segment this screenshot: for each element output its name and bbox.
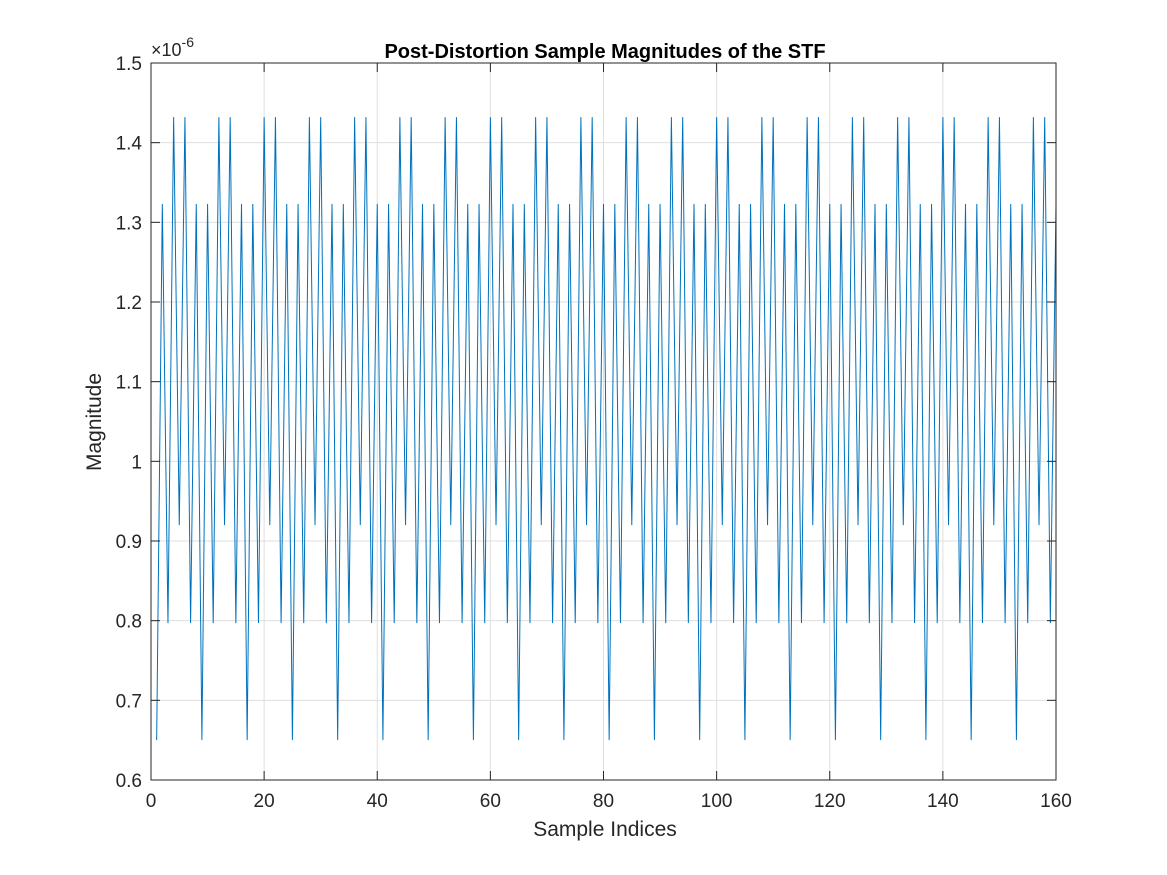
chart-title: Post-Distortion Sample Magnitudes of the…	[384, 41, 825, 63]
y-tick-label-7: 1.3	[116, 213, 142, 234]
series-line-0	[156, 117, 1057, 741]
x-tick-label-2: 40	[367, 791, 388, 812]
y-tick-label-4: 1	[131, 452, 142, 473]
y-tick-label-3: 0.9	[116, 532, 142, 553]
x-tick-label-8: 160	[1040, 791, 1072, 812]
series-layer	[156, 117, 1057, 741]
x-tick-label-4: 80	[593, 791, 614, 812]
y-tick-label-9: 1.5	[116, 54, 142, 75]
y-exponent-base: ×10	[151, 40, 182, 60]
y-tick-label-6: 1.2	[116, 293, 142, 314]
tick-labels: 0 20 40 60 80 100 120 140 160 0.6 0.7 0.8 0.9 1 1.1 1.2…	[116, 54, 1072, 812]
tick-marks	[150, 62, 1057, 781]
x-tick-label-5: 100	[701, 791, 733, 812]
x-tick-label-1: 20	[254, 791, 275, 812]
y-tick-label-0: 0.6	[116, 771, 142, 792]
y-axis-title: Magnitude	[83, 373, 106, 471]
y-tick-label-1: 0.7	[116, 691, 142, 712]
x-tick-label-3: 60	[480, 791, 501, 812]
x-tick-label-6: 120	[814, 791, 846, 812]
x-axis-title: Sample Indices	[533, 818, 677, 841]
y-tick-label-8: 1.4	[116, 134, 143, 155]
y-tick-label-2: 0.8	[116, 612, 142, 633]
y-exponent-power: -6	[182, 34, 195, 50]
y-tick-label-5: 1.1	[116, 373, 142, 394]
x-tick-label-0: 0	[146, 791, 157, 812]
y-exponent-label: ×10-6	[151, 34, 194, 60]
x-tick-label-7: 140	[927, 791, 959, 812]
